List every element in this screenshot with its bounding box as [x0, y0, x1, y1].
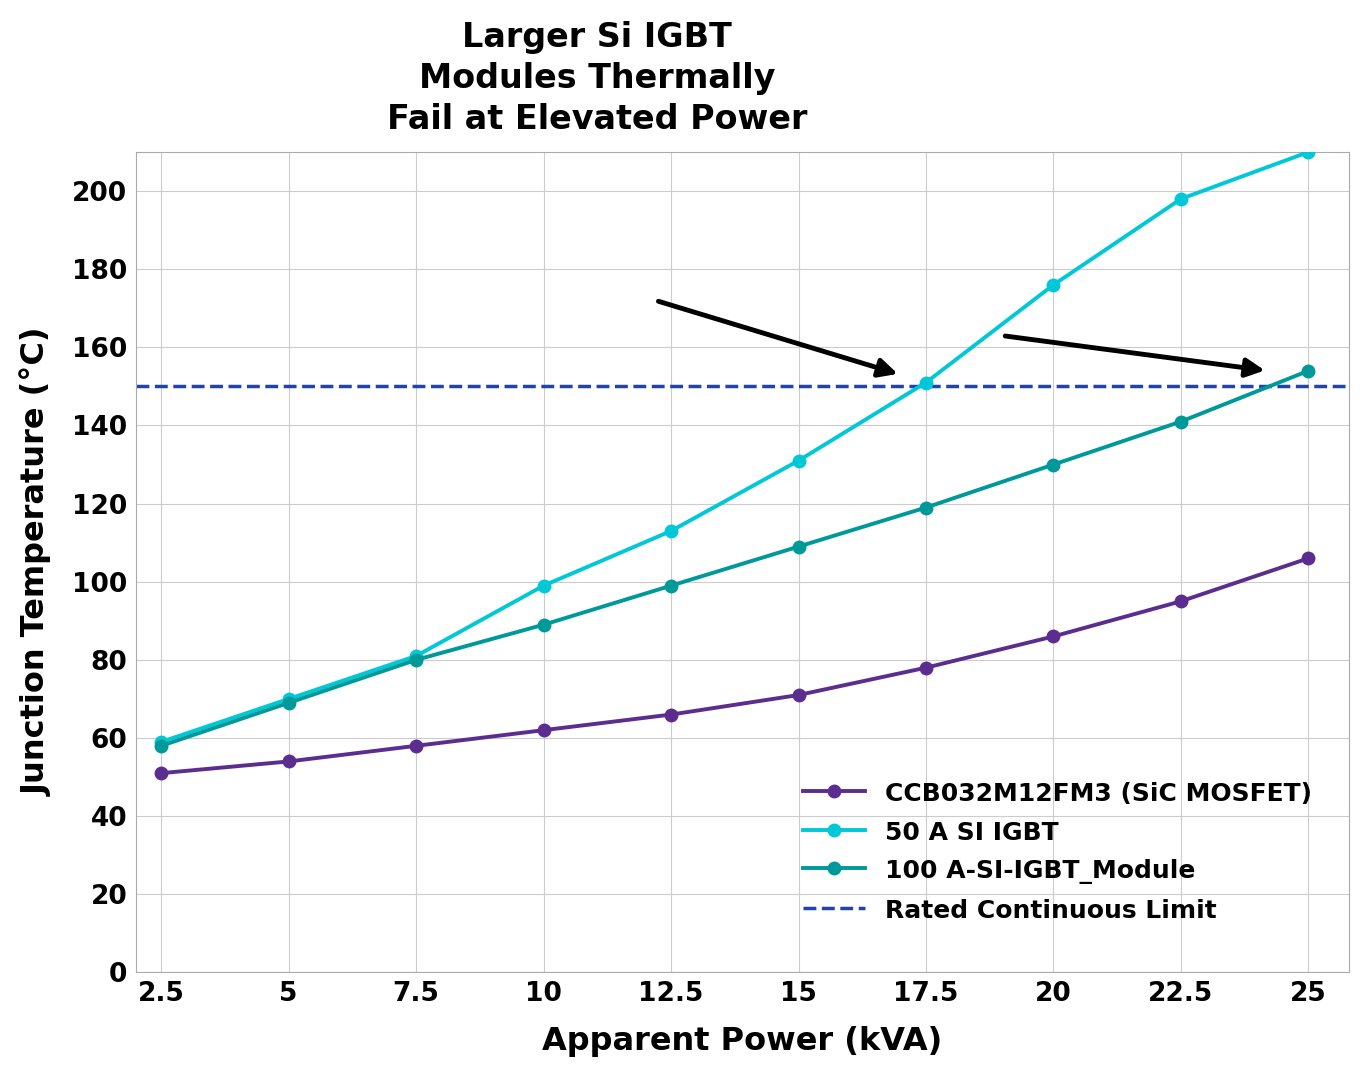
Rated Continuous Limit: [26, 379, 42, 392]
CCB032M12FM3 (SiC MOSFET): [918, 661, 934, 674]
CCB032M12FM3 (SiC MOSFET): [1173, 595, 1189, 608]
100 A-SI-IGBT_Module: [281, 696, 297, 709]
Rated Continuous Limit: [77, 379, 93, 392]
X-axis label: Apparent Power (kVA): Apparent Power (kVA): [543, 1026, 943, 1058]
Legend: CCB032M12FM3 (SiC MOSFET), 50 A SI IGBT, 100 A-SI-IGBT_Module, Rated Continuous : CCB032M12FM3 (SiC MOSFET), 50 A SI IGBT,…: [790, 769, 1325, 936]
50 A SI IGBT: [790, 454, 807, 467]
Line: 100 A-SI-IGBT_Module: 100 A-SI-IGBT_Module: [155, 364, 1315, 752]
50 A SI IGBT: [1173, 193, 1189, 206]
50 A SI IGBT: [1300, 146, 1317, 158]
CCB032M12FM3 (SiC MOSFET): [790, 689, 807, 702]
CCB032M12FM3 (SiC MOSFET): [536, 723, 552, 736]
100 A-SI-IGBT_Module: [918, 501, 934, 514]
CCB032M12FM3 (SiC MOSFET): [1045, 630, 1062, 642]
CCB032M12FM3 (SiC MOSFET): [408, 740, 425, 752]
100 A-SI-IGBT_Module: [408, 653, 425, 666]
50 A SI IGBT: [408, 650, 425, 663]
CCB032M12FM3 (SiC MOSFET): [281, 755, 297, 768]
50 A SI IGBT: [281, 692, 297, 705]
CCB032M12FM3 (SiC MOSFET): [663, 708, 680, 721]
Y-axis label: Junction Temperature (°C): Junction Temperature (°C): [21, 328, 52, 797]
CCB032M12FM3 (SiC MOSFET): [1300, 552, 1317, 565]
Text: Larger Si IGBT
Modules Thermally
Fail at Elevated Power: Larger Si IGBT Modules Thermally Fail at…: [386, 22, 807, 136]
Line: 50 A SI IGBT: 50 A SI IGBT: [155, 146, 1315, 749]
50 A SI IGBT: [918, 376, 934, 389]
50 A SI IGBT: [1045, 278, 1062, 291]
Line: CCB032M12FM3 (SiC MOSFET): CCB032M12FM3 (SiC MOSFET): [155, 551, 1315, 780]
100 A-SI-IGBT_Module: [153, 740, 170, 752]
50 A SI IGBT: [153, 735, 170, 748]
100 A-SI-IGBT_Module: [1300, 364, 1317, 377]
100 A-SI-IGBT_Module: [1173, 415, 1189, 428]
100 A-SI-IGBT_Module: [790, 540, 807, 553]
50 A SI IGBT: [536, 579, 552, 592]
100 A-SI-IGBT_Module: [663, 579, 680, 592]
100 A-SI-IGBT_Module: [1045, 458, 1062, 471]
50 A SI IGBT: [663, 525, 680, 538]
100 A-SI-IGBT_Module: [536, 619, 552, 632]
CCB032M12FM3 (SiC MOSFET): [153, 766, 170, 779]
